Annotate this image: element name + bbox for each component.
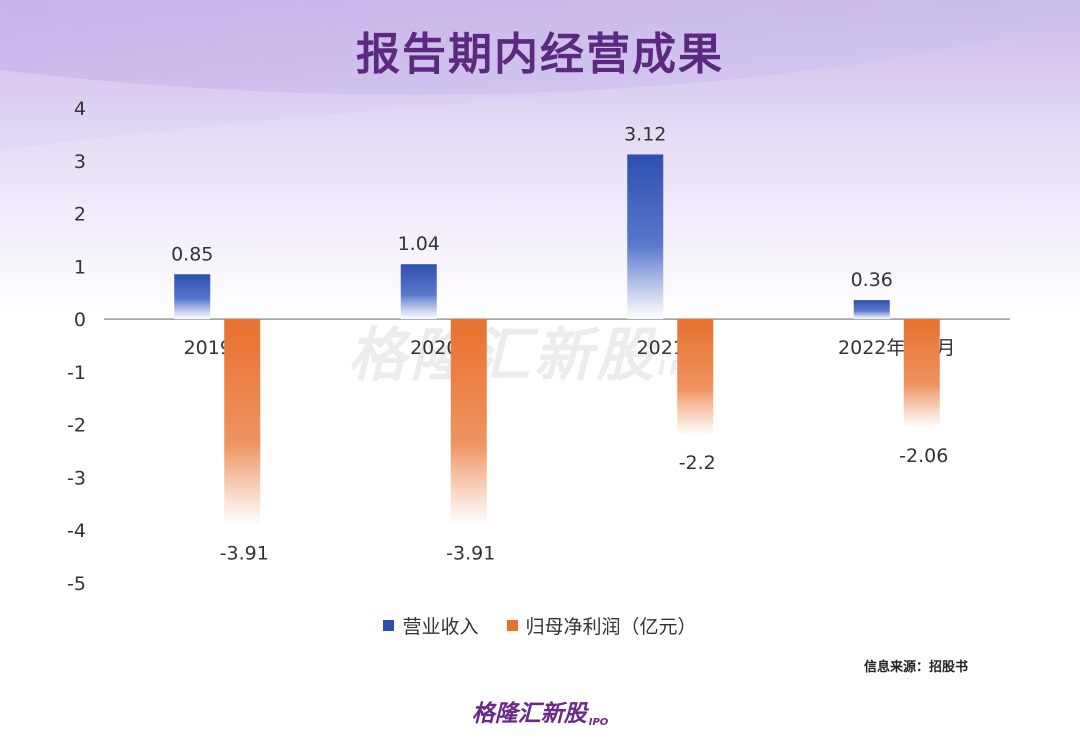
footer-logo-name: 格隆汇新股 [471, 701, 587, 727]
watermark-name: 格隆汇新股 [348, 321, 659, 389]
y-tick-label: -4 [67, 520, 86, 542]
y-tick-label: 4 [74, 98, 86, 120]
bar-profit [450, 319, 487, 526]
data-label: 0.85 [171, 243, 213, 265]
legend-item-revenue[interactable]: 营业收入 [383, 612, 479, 639]
data-label: -2.2 [679, 452, 716, 474]
bar-revenue [400, 264, 437, 320]
legend-label-revenue: 营业收入 [402, 616, 479, 638]
y-tick-label: 0 [74, 309, 86, 331]
y-tick-label: 3 [74, 151, 86, 173]
data-label: 3.12 [624, 123, 666, 145]
bar-profit [224, 319, 261, 526]
legend-label-profit: 归母净利润（亿元） [525, 616, 697, 638]
legend-swatch-profit [506, 620, 518, 631]
bar-profit [677, 319, 714, 436]
data-label: 0.36 [851, 269, 893, 291]
data-label: -3.91 [446, 542, 495, 564]
footer-logo: 格隆汇新股 IPO [0, 694, 1080, 728]
data-label: -3.91 [220, 542, 269, 564]
legend-item-profit[interactable]: 归母净利润（亿元） [506, 612, 697, 639]
legend: 营业收入 归母净利润（亿元） [0, 612, 1080, 639]
data-label: -2.06 [899, 445, 948, 467]
legend-swatch-revenue [383, 620, 395, 631]
chart-title: 报告期内经营成果 [356, 29, 724, 80]
bar-revenue [627, 154, 664, 320]
y-tick-label: -2 [67, 415, 86, 437]
y-tick-label: -3 [67, 467, 86, 489]
data-label: 1.04 [398, 233, 440, 255]
bar-revenue [853, 300, 890, 320]
bar-revenue [174, 274, 211, 320]
source-note: 信息来源：招股书 [863, 660, 968, 675]
y-tick-label: 2 [74, 204, 86, 226]
footer-logo-suffix: IPO [588, 717, 609, 728]
y-tick-label: -1 [67, 362, 86, 384]
y-tick-label: 1 [74, 256, 86, 278]
y-tick-label: -5 [67, 573, 86, 595]
bar-profit [903, 319, 940, 428]
